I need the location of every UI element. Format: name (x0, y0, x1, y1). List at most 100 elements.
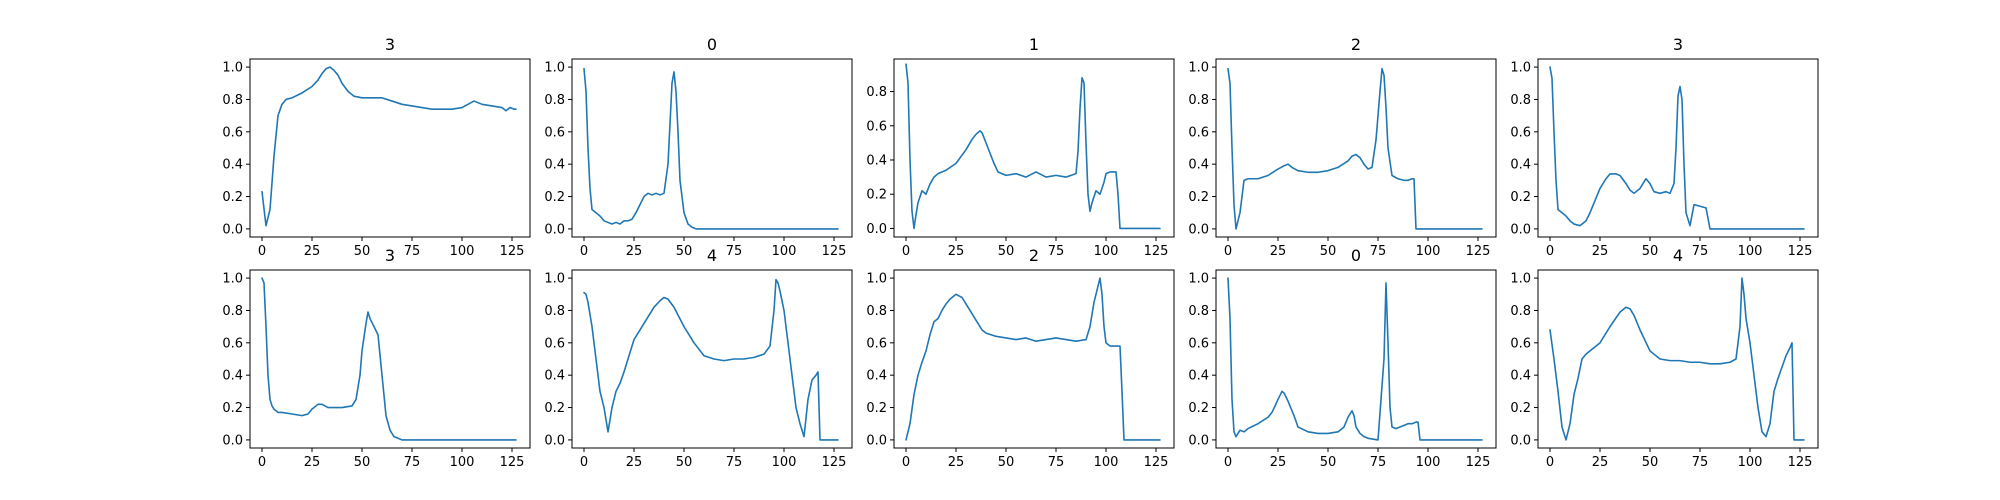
y-tick-label: 0.4 (222, 158, 243, 173)
x-tick-label: 50 (998, 455, 1015, 470)
y-tick-label: 0.0 (1510, 433, 1531, 448)
y-tick-label: 0.4 (1510, 369, 1531, 384)
y-tick-label: 0.8 (1188, 304, 1209, 319)
y-tick-label: 0.4 (1188, 158, 1209, 173)
x-tick-label: 25 (1270, 244, 1287, 259)
x-tick-label: 25 (304, 244, 321, 259)
y-tick-label: 0.4 (866, 153, 887, 168)
y-tick-label: 1.0 (544, 272, 565, 287)
series-line-1 (905, 63, 1161, 230)
y-tick-label: 0.8 (222, 304, 243, 319)
x-tick-label: 0 (1546, 455, 1554, 470)
x-tick-label: 25 (948, 455, 965, 470)
subplot-title: 4 (1673, 246, 1683, 265)
y-tick-label: 0.8 (222, 93, 243, 108)
axes-frame (1537, 269, 1819, 449)
series-line-1 (1549, 277, 1805, 441)
x-tick-label: 0 (258, 244, 266, 259)
y-tick-label: 0.6 (866, 119, 887, 134)
series-line-1 (261, 277, 517, 441)
x-tick-label: 100 (1416, 455, 1441, 470)
x-tick-label: 50 (998, 244, 1015, 259)
subplot-title: 0 (1351, 246, 1361, 265)
axes-frame (571, 58, 853, 238)
y-tick-label: 0.6 (1188, 336, 1209, 351)
y-tick-label: 0.2 (1188, 401, 1209, 416)
axes-frame (1537, 58, 1819, 238)
series-line-1 (583, 278, 839, 441)
x-tick-label: 50 (354, 455, 371, 470)
x-tick-label: 75 (1692, 455, 1709, 470)
x-tick-label: 100 (1416, 244, 1441, 259)
y-tick-label: 0.4 (544, 158, 565, 173)
y-tick-label: 0.8 (1510, 304, 1531, 319)
y-tick-label: 0.2 (544, 190, 565, 205)
subplot-title: 2 (1351, 35, 1361, 54)
y-tick-label: 0.6 (222, 125, 243, 140)
x-tick-label: 0 (1546, 244, 1554, 259)
x-tick-label: 75 (726, 244, 743, 259)
y-tick-label: 0.8 (1510, 93, 1531, 108)
y-tick-label: 0.6 (544, 125, 565, 140)
y-tick-label: 0.6 (544, 336, 565, 351)
x-tick-label: 75 (1370, 244, 1387, 259)
subplot-5: 3 0.0 0.2 0.4 0.6 0.8 1.0 0 25 50 75 100 125 (1510, 35, 1819, 259)
x-tick-label: 25 (1592, 455, 1609, 470)
x-tick-label: 125 (1144, 455, 1169, 470)
axes-frame (1215, 269, 1497, 449)
y-tick-label: 0.8 (544, 304, 565, 319)
subplot-6: 3 0.0 0.2 0.4 0.6 0.8 1.0 0 25 50 75 100 125 (222, 246, 531, 470)
y-tick-label: 0.8 (1188, 93, 1209, 108)
axes-frame (1215, 58, 1497, 238)
subplot-title: 3 (385, 35, 395, 54)
axes-frame (249, 269, 531, 449)
x-tick-label: 125 (1466, 244, 1491, 259)
x-tick-label: 50 (1320, 244, 1337, 259)
x-tick-label: 25 (626, 244, 643, 259)
y-tick-label: 0.2 (1510, 190, 1531, 205)
subplot-title: 0 (707, 35, 717, 54)
axes-frame (571, 269, 853, 449)
series-line-1 (261, 66, 517, 227)
subplot-grid: 30.00.20.40.60.81.00 25 50 75 100 12500.00.20… (222, 35, 1819, 470)
x-tick-label: 100 (450, 455, 475, 470)
y-tick-label: 0.0 (222, 433, 243, 448)
series-line-1 (1227, 67, 1483, 230)
y-tick-label: 0.4 (866, 369, 887, 384)
y-tick-label: 0.4 (544, 369, 565, 384)
x-tick-label: 100 (1738, 455, 1763, 470)
x-tick-label: 75 (1370, 455, 1387, 470)
y-tick-label: 0.0 (1188, 222, 1209, 237)
subplot-title: 1 (1029, 35, 1039, 54)
x-tick-label: 125 (1788, 455, 1813, 470)
y-tick-label: 0.2 (222, 190, 243, 205)
x-tick-label: 100 (1094, 244, 1119, 259)
x-tick-label: 100 (772, 244, 797, 259)
x-tick-label: 25 (626, 455, 643, 470)
x-tick-label: 75 (404, 455, 421, 470)
x-tick-label: 25 (304, 455, 321, 470)
x-tick-label: 50 (1320, 455, 1337, 470)
x-tick-label: 0 (258, 455, 266, 470)
x-tick-label: 50 (1642, 244, 1659, 259)
x-tick-label: 50 (1642, 455, 1659, 470)
x-tick-label: 75 (1048, 455, 1065, 470)
subplot-8: 2 0.0 0.2 0.4 0.6 0.8 1.0 0 25 50 75 100 125 (866, 246, 1175, 470)
subplot-10: 4 0.0 0.2 0.4 0.6 0.8 1.0 0 25 50 75 100 125 (1510, 246, 1819, 470)
axes-frame (893, 58, 1175, 238)
y-tick-label: 1.0 (866, 272, 887, 287)
y-tick-label: 1.0 (1188, 61, 1209, 76)
subplot-4: 2 0.0 0.2 0.4 0.6 0.8 1.0 0 25 50 75 100 125 (1188, 35, 1497, 259)
subplot-title: 4 (707, 246, 717, 265)
y-tick-label: 0.2 (222, 401, 243, 416)
y-tick-label: 0.0 (544, 222, 565, 237)
x-tick-label: 50 (676, 455, 693, 470)
y-tick-label: 0.4 (1510, 158, 1531, 173)
x-tick-label: 0 (580, 244, 588, 259)
subplot-9: 0 0.0 0.2 0.4 0.6 0.8 1.0 0 25 50 75 100 125 (1188, 246, 1497, 470)
axes-frame (893, 269, 1175, 449)
x-tick-label: 0 (902, 244, 910, 259)
series-line-1 (1549, 66, 1805, 230)
y-tick-label: 0.4 (222, 369, 243, 384)
y-tick-label: 0.2 (1510, 401, 1531, 416)
